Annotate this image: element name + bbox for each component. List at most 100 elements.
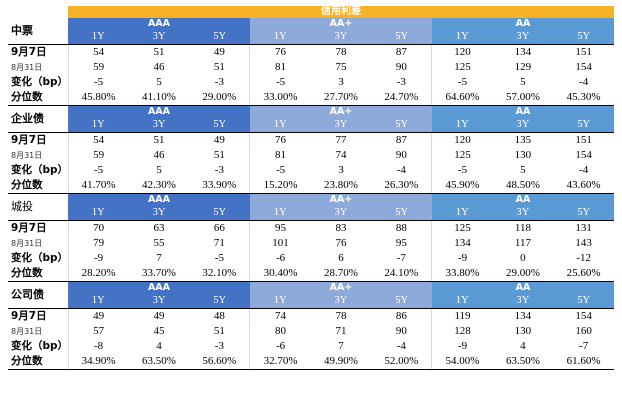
tenor-header: 3Y <box>492 30 554 45</box>
value-cell: 45.80% <box>67 90 129 106</box>
tenor-header: 3Y <box>310 118 372 133</box>
row-label: 8月31日 <box>11 63 43 72</box>
tenor-header: 3Y <box>492 206 554 221</box>
tenor-header: 5Y <box>371 30 432 45</box>
table-row: 9月7日 54 51 49 76 78 87 120 134 151 <box>8 44 614 60</box>
tenor-header: 3Y <box>128 294 190 309</box>
tenor-header: 3Y <box>310 206 372 221</box>
row-label: 9月7日 <box>8 220 68 236</box>
value-cell: 46 <box>153 61 165 73</box>
value-cell: -4 <box>579 164 589 176</box>
table-row: 变化（bp） -8 4 -3 -6 7 -4 -9 4 -7 <box>8 339 614 354</box>
table-row: 变化（bp） -9 7 -5 -6 6 -7 -9 0 -12 <box>8 251 614 266</box>
tenor-header: 1Y <box>431 118 493 133</box>
value-cell: 51 <box>128 44 190 60</box>
value-cell: 80 <box>249 324 311 339</box>
value-cell: 0 <box>520 252 526 264</box>
value-cell: 59 <box>67 60 129 75</box>
tenor-header: 3Y <box>310 30 372 45</box>
value-cell: 33.00% <box>249 90 311 106</box>
value-cell: 78 <box>310 44 372 60</box>
value-cell: 71 <box>335 325 347 337</box>
title-corner <box>8 6 68 18</box>
tenor-header: 1Y <box>249 294 311 309</box>
tenor-header: 5Y <box>553 118 614 133</box>
value-cell: 15.20% <box>249 178 311 194</box>
value-cell: 57.00% <box>492 90 554 106</box>
row-label: 变化（bp） <box>11 164 68 176</box>
value-cell: 30.40% <box>249 266 311 282</box>
value-cell: 87 <box>371 44 432 60</box>
value-cell: 87 <box>371 132 432 148</box>
value-cell: -12 <box>576 252 591 264</box>
tenor-header: 5Y <box>189 30 250 45</box>
rating-group-header: AAA <box>68 18 250 30</box>
value-cell: 154 <box>553 308 614 324</box>
row-label: 9月7日 <box>8 308 68 324</box>
value-cell: 7 <box>156 252 162 264</box>
tenor-header: 3Y <box>128 118 190 133</box>
value-cell: 81 <box>249 148 311 163</box>
tenor-header: 1Y <box>68 206 129 221</box>
value-cell: 33.80% <box>431 266 493 282</box>
rating-group-header: AA+ <box>249 281 432 294</box>
rating-group-header: AA <box>431 18 614 30</box>
value-cell: 90 <box>395 325 407 337</box>
row-label: 9月7日 <box>8 132 68 148</box>
value-cell: 118 <box>492 220 554 236</box>
table-row: 8月31日 57 45 51 80 71 90 128 130 160 <box>8 324 614 339</box>
tenor-header: 5Y <box>371 206 432 221</box>
tenor-header: 3Y <box>310 294 372 309</box>
value-cell: 55 <box>153 237 165 249</box>
value-cell: 74 <box>249 308 311 324</box>
row-label: 分位数 <box>8 90 68 106</box>
title-row: 信用利差 <box>8 6 614 18</box>
value-cell: 4 <box>156 340 162 352</box>
value-cell: 134 <box>492 308 554 324</box>
value-cell: 32.70% <box>249 354 311 370</box>
rating-group-header: AA+ <box>249 18 432 30</box>
section-name: 中票 <box>8 18 68 45</box>
value-cell: 45 <box>153 325 165 337</box>
value-cell: 27.70% <box>310 90 372 106</box>
tenor-header: 3Y <box>492 118 554 133</box>
tenor-header: 3Y <box>492 294 554 309</box>
value-cell: 151 <box>553 132 614 148</box>
value-cell: 28.20% <box>67 266 129 282</box>
row-label: 分位数 <box>8 354 68 370</box>
section-group-row: 城投 AAA AA+ AA <box>8 193 614 221</box>
rating-group-header: AA <box>431 193 614 206</box>
value-cell: 56.60% <box>189 354 250 370</box>
value-cell: 49 <box>67 308 129 324</box>
table-row: 分位数 41.70% 42.30% 33.90% 15.20% 23.80% 26.30% 4… <box>8 178 614 194</box>
row-label: 8月31日 <box>11 151 43 160</box>
table-title: 信用利差 <box>68 6 614 18</box>
value-cell: -4 <box>579 76 589 88</box>
value-cell: 78 <box>310 308 372 324</box>
value-cell: 33.90% <box>189 178 250 194</box>
tenor-row: 1Y 3Y 5Y 1Y 3Y 5Y 1Y 3Y 5Y <box>8 206 614 221</box>
value-cell: 57 <box>67 324 129 339</box>
value-cell: 63.50% <box>128 354 190 370</box>
value-cell: 49 <box>189 132 250 148</box>
value-cell: 71 <box>213 237 225 249</box>
value-cell: 41.10% <box>128 90 190 106</box>
value-cell: -3 <box>396 76 406 88</box>
table-row: 9月7日 70 63 66 95 83 88 125 118 131 <box>8 220 614 236</box>
tenor-row: 1Y 3Y 5Y 1Y 3Y 5Y 1Y 3Y 5Y <box>8 294 614 309</box>
value-cell: 77 <box>310 132 372 148</box>
value-cell: 49 <box>189 44 250 60</box>
value-cell: 46 <box>153 149 165 161</box>
value-cell: 42.30% <box>128 178 190 194</box>
value-cell: 43.60% <box>553 178 614 194</box>
value-cell: 28.70% <box>310 266 372 282</box>
value-cell: 120 <box>431 132 493 148</box>
row-label: 变化（bp） <box>11 76 68 88</box>
row-label: 8月31日 <box>11 327 43 336</box>
rating-group-header: AA <box>431 105 614 118</box>
table-row: 分位数 34.90% 63.50% 56.60% 32.70% 49.90% 52.00% 5… <box>8 354 614 370</box>
value-cell: 45.30% <box>553 90 614 106</box>
value-cell: -5 <box>431 75 493 90</box>
table-row: 8月31日 79 55 71 101 76 95 134 117 143 <box>8 236 614 251</box>
value-cell: 134 <box>431 236 493 251</box>
